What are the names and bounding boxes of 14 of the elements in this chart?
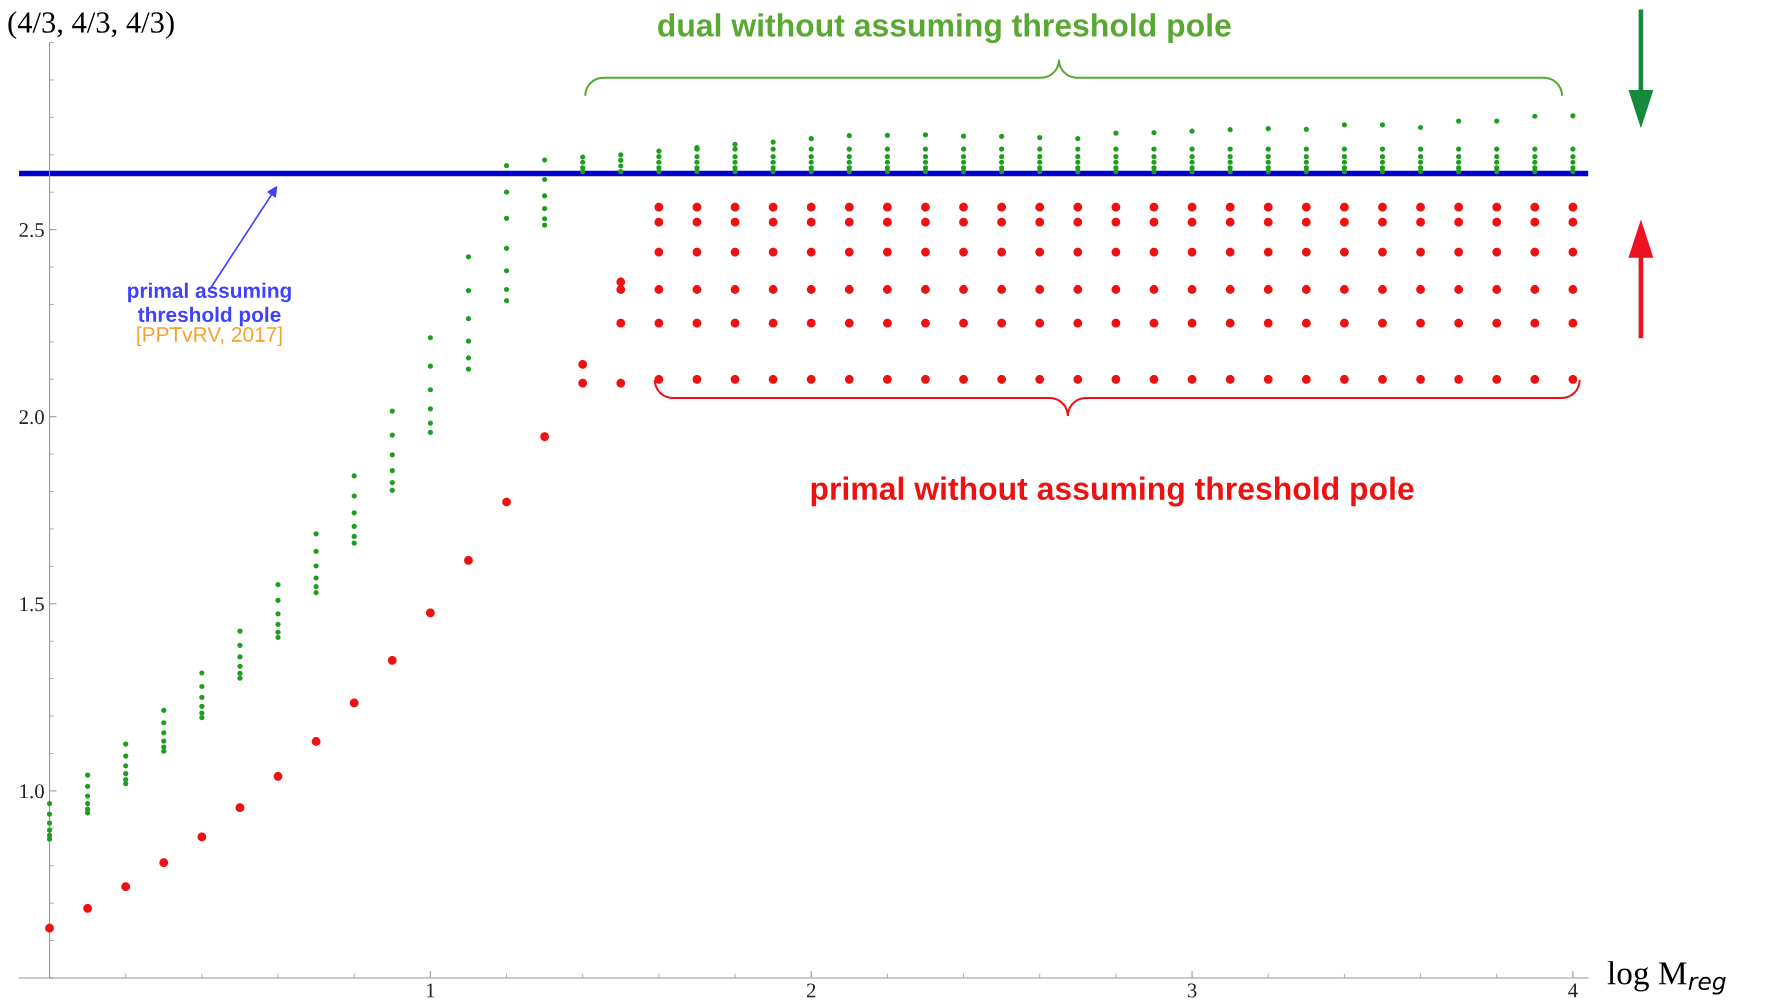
y-axis-title: (4/3, 4/3, 4/3) — [8, 11, 174, 40]
annotation: [PPTvRV, 2017] — [137, 326, 282, 346]
y-tick-label: 1.0 — [20, 784, 44, 799]
x-tick-label: 1 — [427, 983, 435, 998]
x-tick-label: 4 — [1568, 983, 1578, 998]
x-tick-label: 2 — [806, 983, 816, 998]
text: dual without assuming threshold pole — [658, 13, 1231, 44]
y-tick-label: 2.0 — [19, 410, 44, 425]
y-tick-label: 2.5 — [19, 223, 44, 238]
annotation: primal assuming threshold pole — [128, 282, 291, 327]
x-tick-label: 3 — [1187, 983, 1197, 998]
text: primal without assuming threshold pole — [811, 476, 1414, 507]
x-axis-title: log M$_{reg}$ — [1607, 961, 1726, 995]
y-tick-label: 1.5 — [20, 597, 44, 612]
